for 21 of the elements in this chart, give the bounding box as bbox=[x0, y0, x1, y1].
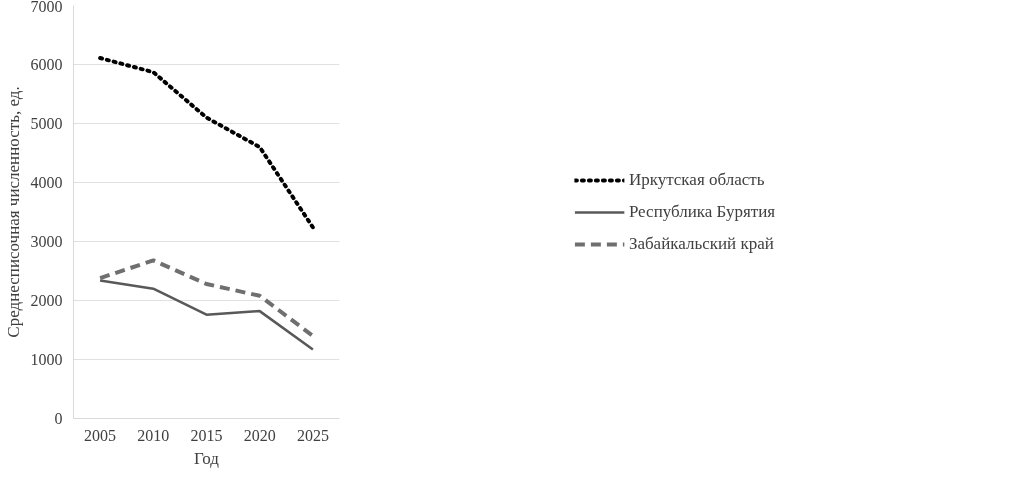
y-tick-label: 7000 bbox=[30, 0, 63, 15]
x-tick-label: 2010 bbox=[137, 426, 170, 444]
y-tick-label: 0 bbox=[54, 410, 63, 427]
x-tick-label: 2015 bbox=[190, 426, 223, 444]
x-tick-label: 2005 bbox=[84, 426, 117, 444]
y-axis-title: Среднесписочная численность, ед. bbox=[3, 86, 23, 338]
y-tick-label: 6000 bbox=[30, 56, 63, 73]
y-tick-label: 3000 bbox=[30, 233, 63, 250]
legend-label: Забайкальский край bbox=[628, 233, 774, 254]
x-tick-label: 2020 bbox=[243, 426, 276, 444]
y-tick-label: 4000 bbox=[30, 174, 63, 191]
y-tick-label: 1000 bbox=[30, 351, 63, 368]
y-tick-label: 2000 bbox=[30, 292, 63, 309]
x-tick-label: 2025 bbox=[296, 426, 329, 444]
legend-label: Республика Бурятия bbox=[628, 201, 776, 222]
y-tick-label: 5000 bbox=[30, 115, 63, 132]
legend-label: Иркутская область bbox=[628, 169, 765, 190]
line-series bbox=[98, 279, 315, 351]
line-series bbox=[98, 56, 315, 230]
x-axis-title: Год bbox=[194, 448, 220, 468]
line-series bbox=[98, 258, 315, 338]
